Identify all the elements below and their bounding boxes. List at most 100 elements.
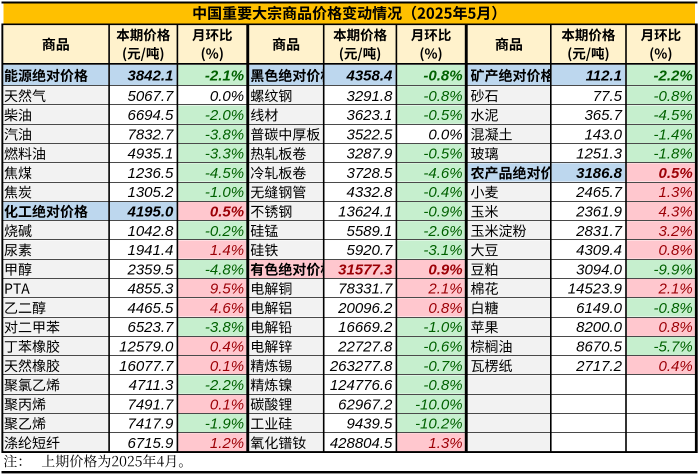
svg-text:-0.8%: -0.8% [654, 88, 693, 105]
svg-text:-1.0%: -1.0% [423, 319, 462, 336]
svg-text:2831.7: 2831.7 [575, 223, 623, 240]
svg-text:13624.1: 13624.1 [338, 204, 392, 221]
svg-text:3842.1: 3842.1 [128, 68, 174, 85]
svg-text:-1.0%: -1.0% [205, 184, 244, 201]
svg-text:0.9%: 0.9% [428, 261, 462, 278]
svg-text:-9.9%: -9.9% [654, 261, 693, 278]
svg-text:0.5%: 0.5% [210, 204, 244, 221]
svg-text:1236.5: 1236.5 [128, 165, 175, 182]
svg-text:-2.0%: -2.0% [205, 107, 244, 124]
svg-text:-10.0%: -10.0% [415, 396, 463, 413]
svg-text:1305.2: 1305.2 [128, 184, 175, 201]
svg-text:2.1%: 2.1% [427, 281, 462, 298]
svg-text:1042.8: 1042.8 [128, 223, 175, 240]
svg-text:-3.3%: -3.3% [205, 146, 244, 163]
svg-text:263277.8: 263277.8 [329, 358, 393, 375]
svg-text:365.7: 365.7 [584, 107, 622, 124]
svg-text:2361.9: 2361.9 [575, 204, 623, 221]
svg-text:8200.0: 8200.0 [576, 319, 623, 336]
svg-text:-2.2%: -2.2% [205, 377, 244, 394]
svg-text:-1.8%: -1.8% [654, 146, 693, 163]
svg-text:16669.2: 16669.2 [338, 319, 393, 336]
svg-text:4195.0: 4195.0 [127, 204, 175, 221]
svg-text:0.0%: 0.0% [428, 126, 462, 143]
svg-text:20096.2: 20096.2 [337, 300, 393, 317]
svg-text:-5.7%: -5.7% [654, 339, 693, 356]
svg-text:-4.5%: -4.5% [654, 107, 693, 124]
svg-text:-0.9%: -0.9% [423, 204, 462, 221]
svg-text:9.5%: 9.5% [210, 281, 244, 298]
svg-text:0.5%: 0.5% [658, 165, 692, 182]
svg-text:-10.2%: -10.2% [415, 416, 463, 433]
svg-text:6715.9: 6715.9 [128, 435, 175, 452]
svg-text:4855.3: 4855.3 [128, 281, 175, 298]
svg-text:3094.0: 3094.0 [576, 261, 623, 278]
svg-text:3287.9: 3287.9 [347, 146, 394, 163]
svg-text:-0.8%: -0.8% [654, 300, 693, 317]
svg-text:5589.1: 5589.1 [347, 223, 393, 240]
svg-text:-2.1%: -2.1% [205, 68, 244, 85]
svg-text:0.8%: 0.8% [658, 319, 692, 336]
svg-text:12579.0: 12579.0 [119, 339, 174, 356]
svg-text:0.1%: 0.1% [210, 396, 244, 413]
svg-text:0.4%: 0.4% [658, 358, 692, 375]
svg-text:0.4%: 0.4% [210, 339, 244, 356]
svg-text:-3.8%: -3.8% [205, 319, 244, 336]
svg-text:1251.3: 1251.3 [576, 146, 623, 163]
svg-text:78331.7: 78331.7 [338, 281, 393, 298]
svg-text:0.0%: 0.0% [210, 88, 244, 105]
svg-text:-0.6%: -0.6% [423, 339, 462, 356]
svg-text:-2.6%: -2.6% [423, 223, 462, 240]
svg-text:4332.8: 4332.8 [347, 184, 394, 201]
svg-text:6694.5: 6694.5 [128, 107, 175, 124]
svg-text:0.8%: 0.8% [658, 242, 692, 259]
svg-text:1.4%: 1.4% [210, 242, 244, 259]
svg-text:143.0: 143.0 [584, 126, 622, 143]
svg-text:-1.4%: -1.4% [654, 126, 693, 143]
svg-text:1.2%: 1.2% [210, 435, 244, 452]
svg-text:0.8%: 0.8% [428, 300, 462, 317]
svg-text:-0.2%: -0.2% [205, 223, 244, 240]
svg-text:4.3%: 4.3% [658, 204, 692, 221]
svg-text:7417.9: 7417.9 [128, 416, 175, 433]
svg-text:-1.9%: -1.9% [205, 416, 244, 433]
svg-text:3728.5: 3728.5 [347, 165, 394, 182]
svg-text:4309.4: 4309.4 [576, 242, 622, 259]
svg-text:2717.2: 2717.2 [575, 358, 623, 375]
svg-text:112.1: 112.1 [586, 68, 622, 85]
svg-text:3.2%: 3.2% [658, 223, 692, 240]
svg-text:1.3%: 1.3% [428, 435, 462, 452]
svg-text:4465.5: 4465.5 [128, 300, 175, 317]
svg-text:-4.8%: -4.8% [205, 261, 244, 278]
svg-text:-0.8%: -0.8% [423, 377, 462, 394]
svg-text:3186.8: 3186.8 [576, 165, 623, 182]
svg-text:5920.7: 5920.7 [347, 242, 394, 259]
svg-text:4711.3: 4711.3 [129, 377, 174, 394]
svg-text:-2.2%: -2.2% [654, 68, 693, 85]
svg-text:-0.5%: -0.5% [423, 107, 462, 124]
svg-text:9439.5: 9439.5 [347, 416, 394, 433]
svg-text:16077.7: 16077.7 [119, 358, 174, 375]
svg-text:-3.1%: -3.1% [423, 242, 462, 259]
svg-text:-4.6%: -4.6% [423, 165, 462, 182]
svg-text:124776.6: 124776.6 [330, 377, 393, 394]
svg-text:7832.7: 7832.7 [128, 126, 175, 143]
svg-text:-0.7%: -0.7% [423, 358, 462, 375]
svg-text:8670.5: 8670.5 [576, 339, 623, 356]
svg-text:428804.5: 428804.5 [330, 435, 393, 452]
svg-text:-4.5%: -4.5% [205, 165, 244, 182]
svg-text:-0.4%: -0.4% [423, 184, 462, 201]
svg-text:1.3%: 1.3% [658, 184, 692, 201]
svg-text:7491.7: 7491.7 [128, 396, 175, 413]
svg-text:6149.0: 6149.0 [576, 300, 623, 317]
svg-text:-0.8%: -0.8% [423, 88, 462, 105]
svg-text:-0.8%: -0.8% [423, 68, 462, 85]
svg-text:5067.7: 5067.7 [128, 88, 175, 105]
svg-text:3522.5: 3522.5 [347, 126, 394, 143]
svg-text:62967.2: 62967.2 [338, 396, 393, 413]
svg-text:-3.8%: -3.8% [205, 126, 244, 143]
svg-text:14523.9: 14523.9 [568, 281, 623, 298]
svg-text:2359.5: 2359.5 [127, 261, 175, 278]
svg-text:4935.1: 4935.1 [128, 146, 174, 163]
svg-text:31577.3: 31577.3 [338, 261, 393, 278]
